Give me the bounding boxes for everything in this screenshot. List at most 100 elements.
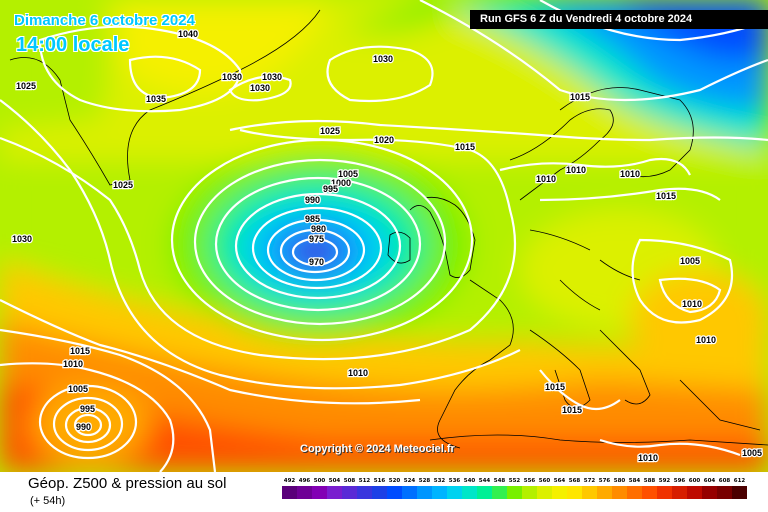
color-scale-label: 608 <box>718 478 731 484</box>
color-scale-swatch <box>552 486 567 499</box>
isobar-label: 1005 <box>680 256 700 266</box>
isobar-label: 1025 <box>320 126 340 136</box>
isobar-label: 980 <box>311 224 326 234</box>
isobar-label: 1015 <box>70 346 90 356</box>
isobar-label: 990 <box>305 195 320 205</box>
color-scale-swatch <box>492 486 507 499</box>
isobar-label: 970 <box>309 257 324 267</box>
color-scale-swatch <box>687 486 702 499</box>
color-scale-swatch <box>657 486 672 499</box>
color-scale-step: 536 <box>447 477 462 499</box>
color-scale-step: 540 <box>462 477 477 499</box>
lead-time: (+ 54h) <box>30 495 66 507</box>
color-scale-step: 568 <box>567 477 582 499</box>
color-scale-swatch <box>672 486 687 499</box>
color-scale-swatch <box>567 486 582 499</box>
color-scale-swatch <box>462 486 477 499</box>
color-scale-step: 500 <box>312 477 327 499</box>
color-scale-swatch <box>342 486 357 499</box>
color-scale-swatch <box>432 486 447 499</box>
isobar-label: 1030 <box>262 72 282 82</box>
color-scale-swatch <box>537 486 552 499</box>
isobar-label: 1030 <box>222 72 242 82</box>
color-scale-swatch <box>357 486 372 499</box>
color-scale-label: 492 <box>283 478 296 484</box>
color-scale-label: 520 <box>388 478 401 484</box>
color-scale-label: 612 <box>733 478 746 484</box>
color-scale-label: 576 <box>598 478 611 484</box>
isobar-label: 1015 <box>570 92 590 102</box>
color-scale-swatch <box>297 486 312 499</box>
color-scale-label: 556 <box>523 478 536 484</box>
isobar-label: 1010 <box>696 335 716 345</box>
color-scale-label: 604 <box>703 478 716 484</box>
color-scale-swatch <box>597 486 612 499</box>
color-scale-step: 600 <box>687 477 702 499</box>
color-scale-legend: 492 496 500 504 508 512 516 520 524 528 532 536 540 5… <box>282 477 747 499</box>
color-scale-label: 528 <box>418 478 431 484</box>
forecast-date: Dimanche 6 octobre 2024 <box>14 12 195 29</box>
isobar-label: 1030 <box>12 234 32 244</box>
color-scale-step: 584 <box>627 477 642 499</box>
color-scale-step: 520 <box>387 477 402 499</box>
isobar-label: 1035 <box>146 94 166 104</box>
isobar-label: 990 <box>76 422 91 432</box>
color-scale-label: 596 <box>673 478 686 484</box>
color-scale-label: 524 <box>403 478 416 484</box>
isobar-label: 995 <box>323 184 338 194</box>
color-scale-swatch <box>507 486 522 499</box>
color-scale-label: 544 <box>478 478 491 484</box>
color-scale-step: 592 <box>657 477 672 499</box>
color-scale-label: 564 <box>553 478 566 484</box>
color-scale-step: 580 <box>612 477 627 499</box>
color-scale-swatch <box>447 486 462 499</box>
color-scale-swatch <box>582 486 597 499</box>
color-scale-label: 536 <box>448 478 461 484</box>
color-scale-label: 540 <box>463 478 476 484</box>
isobar-label: 1010 <box>620 169 640 179</box>
color-scale-label: 516 <box>373 478 386 484</box>
color-scale-swatch <box>417 486 432 499</box>
isobar-label: 1005 <box>338 169 358 179</box>
isobar-label: 1010 <box>638 453 658 463</box>
color-scale-step: 564 <box>552 477 567 499</box>
color-scale-label: 584 <box>628 478 641 484</box>
weather-map: 1040 1030 1030 1030 1030 1025 1035 1025 1025 1020… <box>0 0 768 472</box>
color-scale-swatch <box>312 486 327 499</box>
color-scale-step: 524 <box>402 477 417 499</box>
color-scale-swatch <box>717 486 732 499</box>
color-scale-step: 552 <box>507 477 522 499</box>
isobar-label: 1025 <box>16 81 36 91</box>
color-scale-step: 496 <box>297 477 312 499</box>
color-scale-swatch <box>327 486 342 499</box>
isobar-label: 1015 <box>545 382 565 392</box>
color-scale-swatch <box>612 486 627 499</box>
color-scale-label: 600 <box>688 478 701 484</box>
color-scale-label: 532 <box>433 478 446 484</box>
isobar-label: 1015 <box>562 405 582 415</box>
color-scale-swatch <box>372 486 387 499</box>
color-scale-swatch <box>477 486 492 499</box>
forecast-local-time: 14:00 locale <box>16 34 130 56</box>
color-scale-step: 588 <box>642 477 657 499</box>
isobar-labels: 1040103010301030103010251035102510251020… <box>11 28 764 465</box>
color-scale-step: 596 <box>672 477 687 499</box>
color-scale-step: 512 <box>357 477 372 499</box>
isobar-label: 1030 <box>373 54 393 64</box>
color-scale-swatch <box>627 486 642 499</box>
color-scale-step: 576 <box>597 477 612 499</box>
isobar-label: 1010 <box>536 174 556 184</box>
isobar-label: 1015 <box>455 142 475 152</box>
isobar-label: 1015 <box>656 191 676 201</box>
color-scale-step: 608 <box>717 477 732 499</box>
isobar-label: 1005 <box>742 448 762 458</box>
color-scale-step: 560 <box>537 477 552 499</box>
run-info-banner: Run GFS 6 Z du Vendredi 4 octobre 2024 <box>470 10 768 29</box>
isobar-label: 1005 <box>68 384 88 394</box>
isobar-label: 1010 <box>63 359 83 369</box>
color-scale-step: 516 <box>372 477 387 499</box>
color-scale-step: 544 <box>477 477 492 499</box>
color-scale-label: 504 <box>328 478 341 484</box>
coastlines <box>9 9 768 449</box>
color-scale-label: 512 <box>358 478 371 484</box>
